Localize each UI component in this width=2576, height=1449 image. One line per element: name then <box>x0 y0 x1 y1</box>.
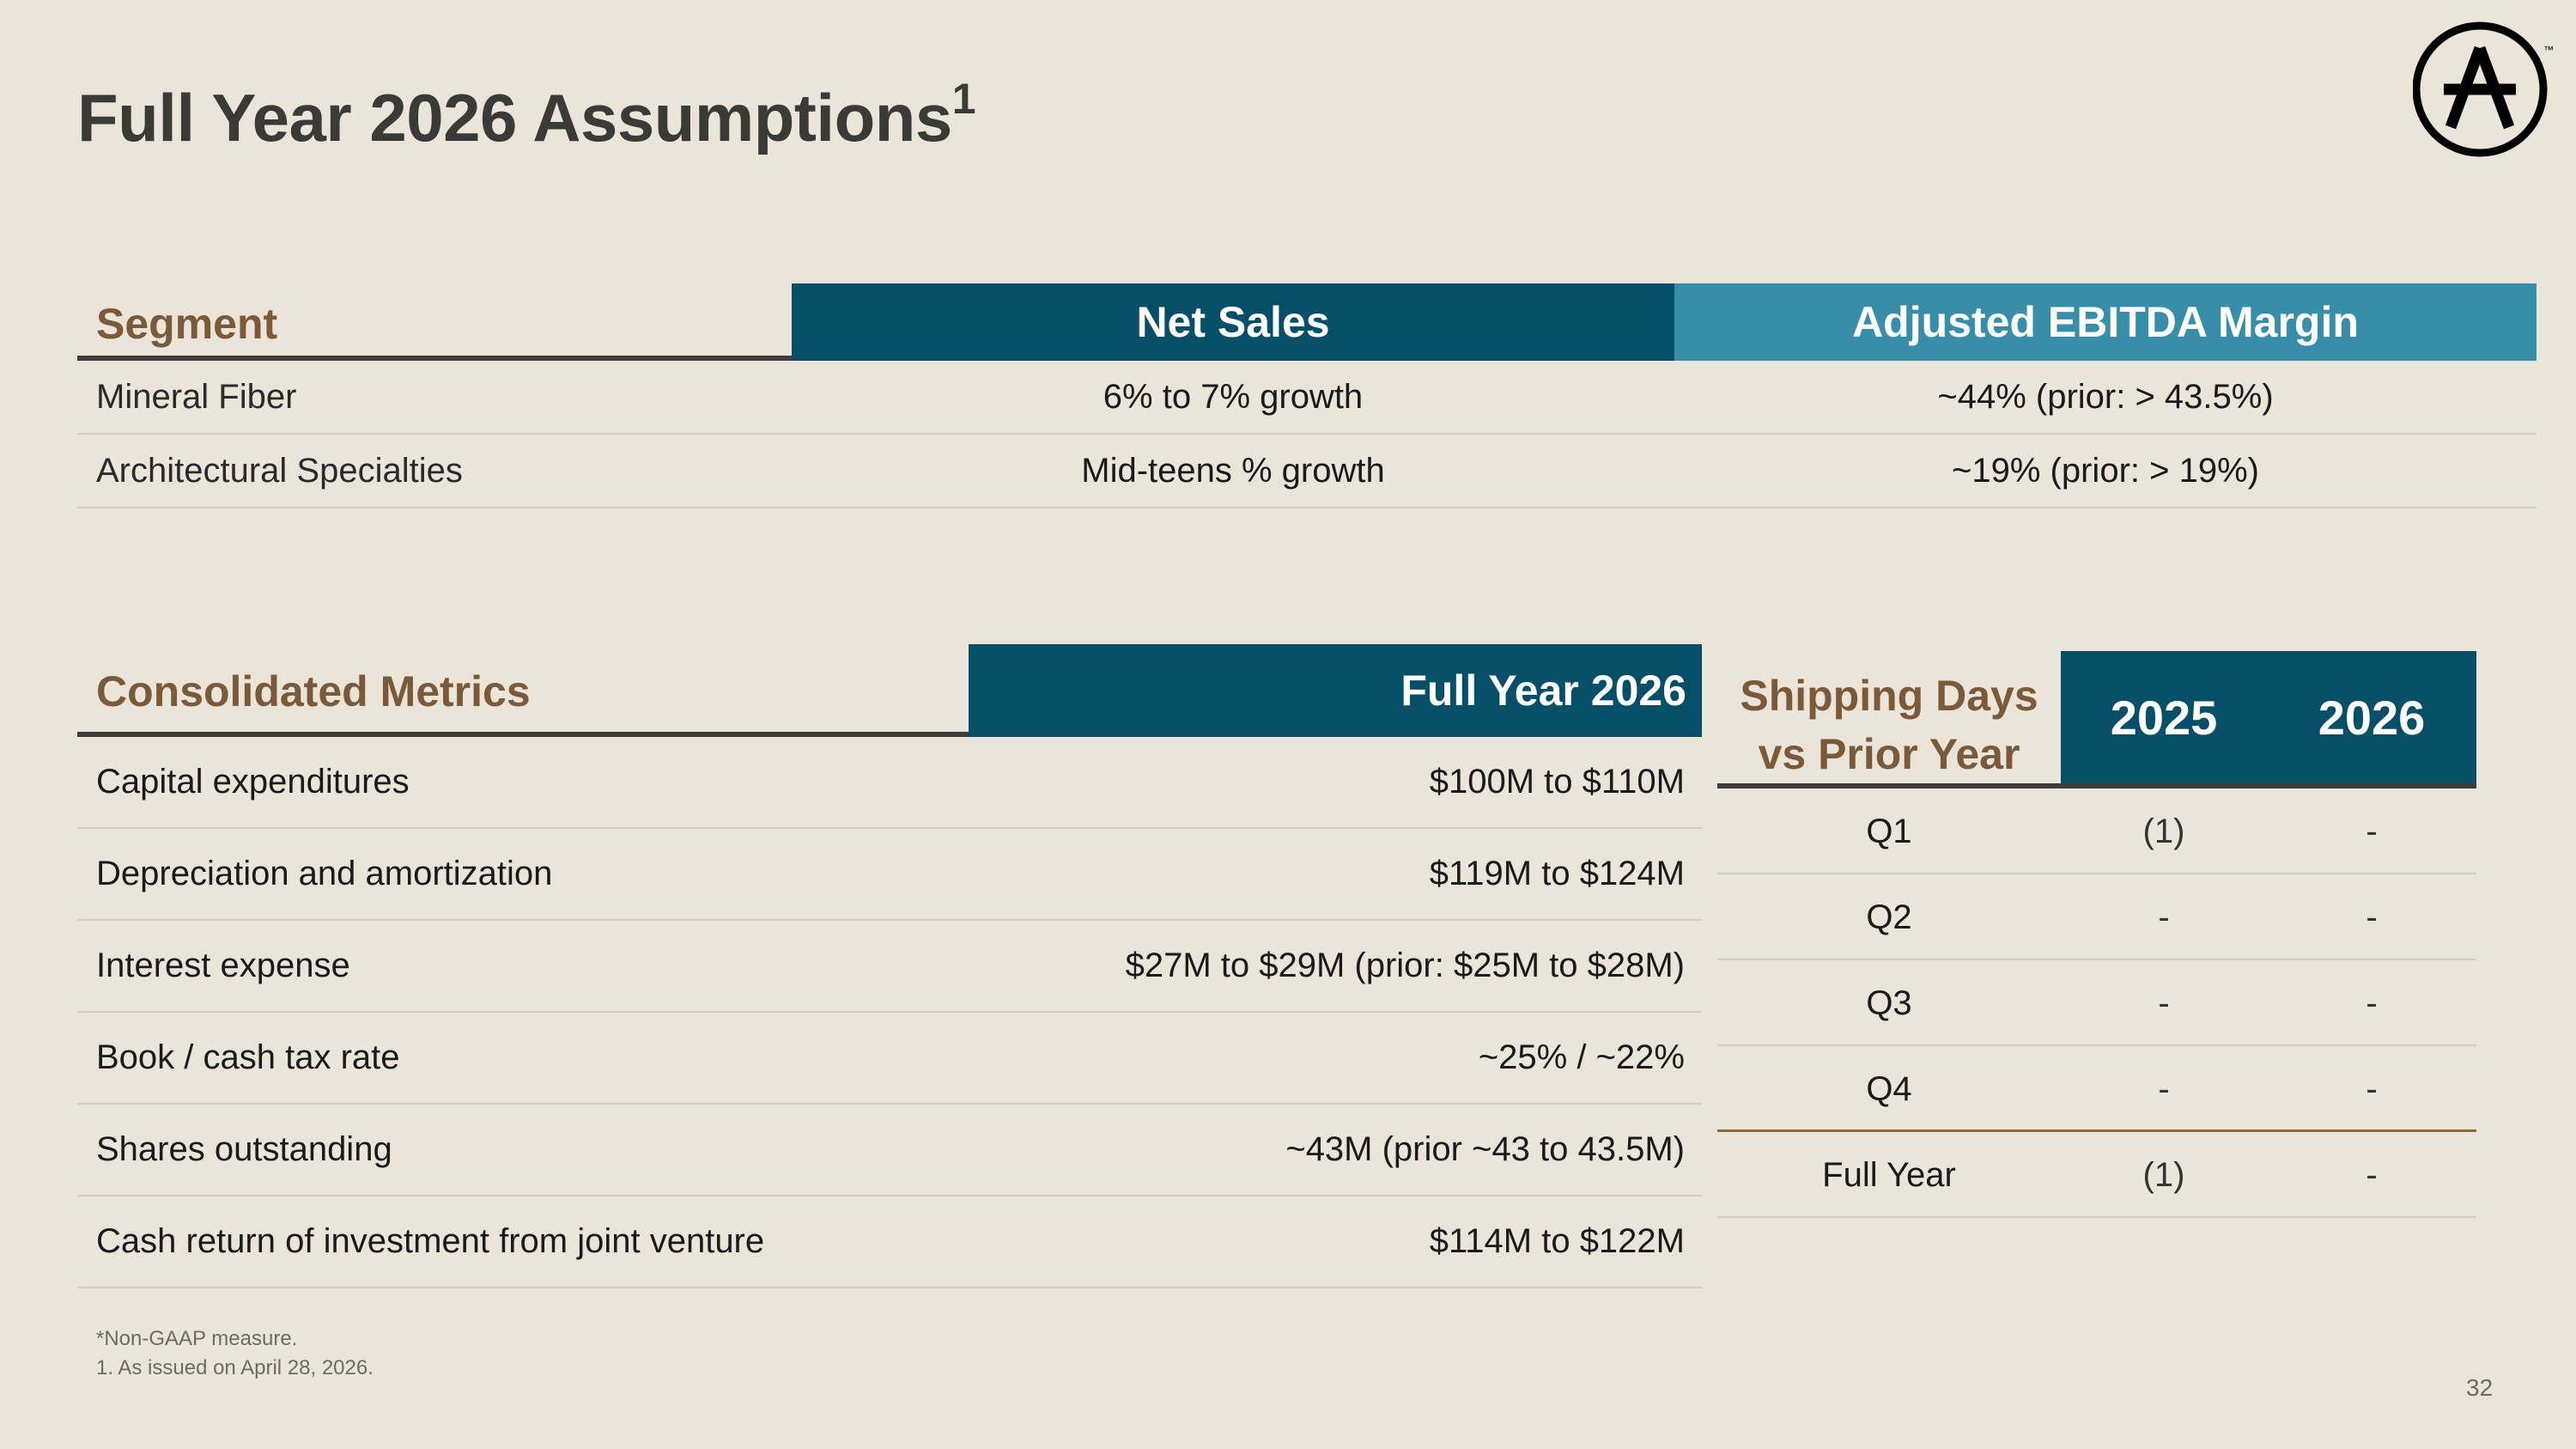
consolidated-metrics-table: Consolidated Metrics Full Year 2026 Capi… <box>77 644 1702 1288</box>
period-label: Q3 <box>1866 984 1912 1022</box>
segment-header: Segment <box>96 300 278 348</box>
ebitda-margin-value: ~44% (prior: > 43.5%) <box>1937 378 2274 416</box>
period-label: Q2 <box>1866 898 1912 936</box>
segment-name: Mineral Fiber <box>96 378 297 416</box>
shipping-days-header: Shipping Days vs Prior Year 2025 2026 <box>1717 651 2476 788</box>
segment-table: Segment Net Sales Adjusted EBITDA Margin… <box>77 283 2537 508</box>
page-title: Full Year 2026 Assumptions1 <box>77 75 976 157</box>
metric-label: Capital expenditures <box>96 763 410 801</box>
metric-label: Book / cash tax rate <box>96 1038 400 1076</box>
metric-label: Depreciation and amortization <box>96 855 553 892</box>
circle-a-logo-icon: ™ <box>2413 21 2554 157</box>
period-label: Q1 <box>1866 813 1912 850</box>
table-row: Capital expenditures $100M to $110M <box>77 737 1702 829</box>
table-row: Mineral Fiber 6% to 7% growth ~44% (prio… <box>77 361 2537 435</box>
metric-value: $119M to $124M <box>1429 855 1685 892</box>
year-2025-value: - <box>2158 984 2170 1022</box>
consolidated-metrics-header: Consolidated Metrics Full Year 2026 <box>77 644 1702 737</box>
table-row: Shares outstanding ~43M (prior ~43 to 43… <box>77 1105 1702 1196</box>
table-row: Depreciation and amortization $119M to $… <box>77 829 1702 921</box>
net-sales-value: Mid-teens % growth <box>1081 452 1385 490</box>
table-row: Q4 - - <box>1717 1046 2476 1132</box>
year-2026-value: - <box>2366 813 2378 850</box>
footnotes: *Non-GAAP measure. 1. As issued on April… <box>96 1324 374 1383</box>
metric-value: $114M to $122M <box>1429 1222 1685 1260</box>
net-sales-value: 6% to 7% growth <box>1103 378 1364 416</box>
shipping-days-title-line2: vs Prior Year <box>1758 730 2020 778</box>
year-2026-value: - <box>2366 1070 2378 1108</box>
ebitda-margin-value: ~19% (prior: > 19%) <box>1952 452 2259 490</box>
year-2026-value: - <box>2366 1156 2378 1194</box>
year-2025-value: - <box>2158 898 2170 936</box>
table-row: Architectural Specialties Mid-teens % gr… <box>77 435 2537 508</box>
period-label: Q4 <box>1866 1070 1912 1108</box>
year-2025-value: (1) <box>2142 1156 2185 1194</box>
shipping-days-table: Shipping Days vs Prior Year 2025 2026 Q1… <box>1717 651 2476 1218</box>
metric-value: $100M to $110M <box>1429 763 1685 801</box>
year-2026-header: 2026 <box>2267 651 2476 783</box>
footnote-1: 1. As issued on April 28, 2026. <box>96 1356 374 1379</box>
segment-table-header: Segment Net Sales Adjusted EBITDA Margin <box>77 283 2537 361</box>
shipping-days-title: Shipping Days vs Prior Year <box>1717 667 2061 783</box>
metric-value: ~25% / ~22% <box>1478 1038 1685 1076</box>
period-label: Full Year <box>1822 1156 1956 1194</box>
table-row: Full Year (1) - <box>1717 1132 2476 1218</box>
trademark-mark: ™ <box>2543 44 2554 56</box>
metric-label: Interest expense <box>96 947 350 984</box>
net-sales-header: Net Sales <box>792 283 1674 361</box>
table-row: Q3 - - <box>1717 960 2476 1046</box>
segment-name: Architectural Specialties <box>96 452 463 490</box>
year-2026-value: - <box>2366 984 2378 1022</box>
metric-label: Cash return of investment from joint ven… <box>96 1222 765 1260</box>
table-row: Interest expense $27M to $29M (prior: $2… <box>77 921 1702 1013</box>
year-2026-value: - <box>2366 898 2378 936</box>
metric-value: $27M to $29M (prior: $25M to $28M) <box>1125 947 1685 984</box>
table-row: Q1 (1) - <box>1717 788 2476 874</box>
table-row: Book / cash tax rate ~25% / ~22% <box>77 1013 1702 1105</box>
table-row: Q2 - - <box>1717 874 2476 960</box>
shipping-days-title-line1: Shipping Days <box>1740 672 2038 720</box>
year-2025-value: - <box>2158 1070 2170 1108</box>
ebitda-margin-header: Adjusted EBITDA Margin <box>1674 283 2537 361</box>
footnote-non-gaap: *Non-GAAP measure. <box>96 1327 298 1350</box>
year-2025-value: (1) <box>2142 813 2185 850</box>
metric-value: ~43M (prior ~43 to 43.5M) <box>1285 1130 1685 1168</box>
title-text: Full Year 2026 Assumptions <box>77 80 952 155</box>
full-year-header: Full Year 2026 <box>969 644 1702 737</box>
title-footnote-marker: 1 <box>951 75 976 123</box>
metric-header: Consolidated Metrics <box>96 667 531 715</box>
year-2025-header: 2025 <box>2061 651 2267 783</box>
page-number: 32 <box>2466 1374 2494 1401</box>
metric-label: Shares outstanding <box>96 1130 392 1168</box>
table-row: Cash return of investment from joint ven… <box>77 1196 1702 1288</box>
